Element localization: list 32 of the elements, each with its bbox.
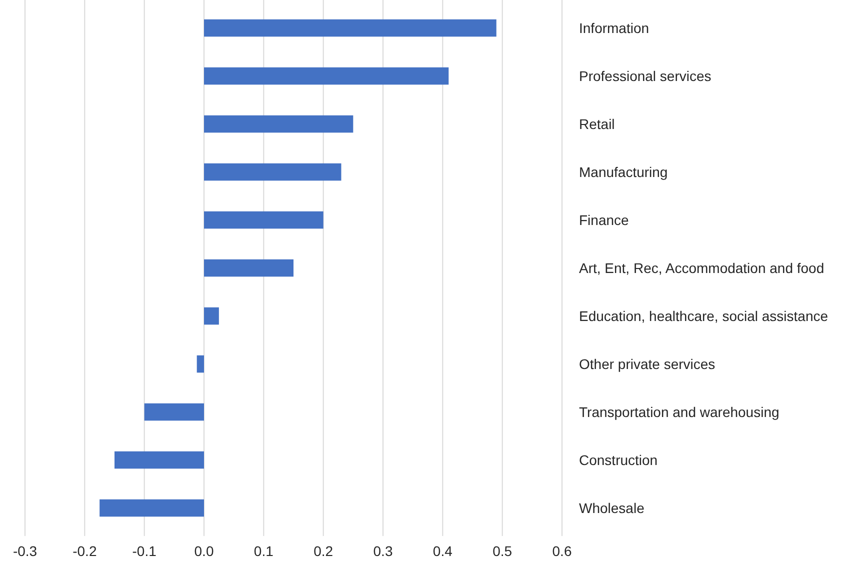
x-tick-label: -0.1 [132, 542, 157, 559]
bar [204, 67, 449, 85]
x-tick-label: -0.2 [72, 542, 97, 559]
y-tick-label: Manufacturing [579, 164, 668, 180]
bar [196, 355, 204, 373]
x-tick-label: 0.5 [492, 542, 512, 559]
y-tick-label: Professional services [579, 68, 712, 84]
bar [204, 163, 342, 181]
x-tick-label: 0.6 [552, 542, 572, 559]
y-tick-label: Retail [579, 116, 615, 132]
x-tick-label: 0.1 [254, 542, 274, 559]
bar [100, 499, 204, 517]
y-tick-label: Information [579, 20, 650, 36]
bar [204, 211, 324, 229]
x-tick-label: 0.3 [373, 542, 393, 559]
x-tick-label: 0.4 [432, 542, 453, 559]
bar [204, 115, 354, 133]
bar [144, 403, 204, 421]
x-tick-label: 0.0 [194, 542, 214, 559]
y-tick-label: Construction [579, 452, 658, 468]
bar [204, 307, 219, 325]
y-tick-label: Education, healthcare, social assistance [579, 308, 828, 324]
y-tick-label: Transportation and warehousing [579, 404, 780, 420]
y-tick-label: Finance [579, 212, 630, 228]
bar [204, 19, 496, 37]
y-tick-label: Wholesale [579, 500, 645, 516]
y-tick-label: Other private services [579, 356, 716, 372]
x-tick-label: -0.3 [12, 542, 38, 559]
x-tick-label: 0.2 [314, 542, 334, 559]
bar [114, 451, 204, 469]
bar [204, 259, 294, 277]
y-tick-label: Art, Ent, Rec, Accommodation and food [579, 260, 824, 276]
